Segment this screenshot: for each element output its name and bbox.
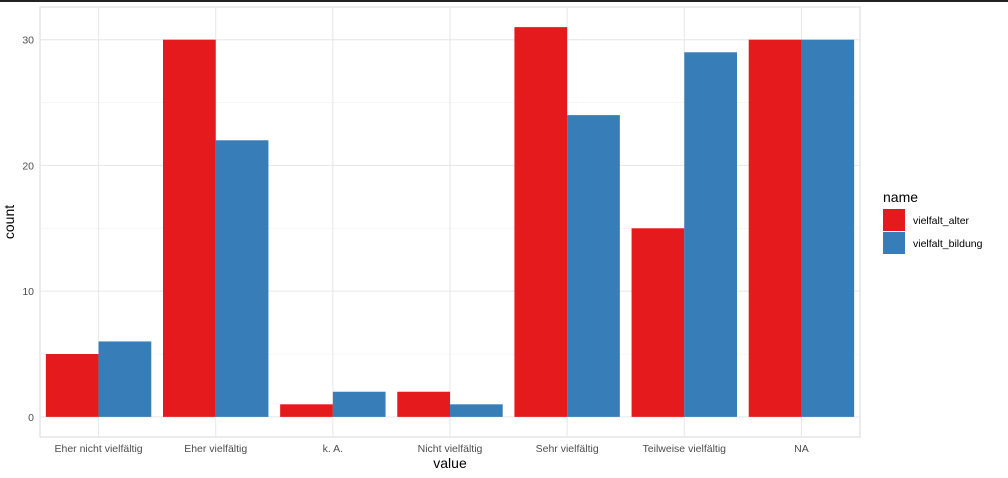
x-tick-labels: Eher nicht vielfältig Eher vielfältig k. A… (55, 443, 809, 455)
bar-vielfalt_bildung-5 (684, 52, 737, 417)
bars (45, 27, 855, 417)
x-tick-label: Eher vielfältig (184, 443, 247, 455)
bar-vielfalt_bildung-0 (98, 341, 152, 417)
legend-title: name (883, 189, 918, 205)
y-axis-title: count (1, 205, 17, 239)
bar-vielfalt_bildung-1 (215, 140, 269, 417)
legend-key-vielfalt_alter (883, 209, 905, 231)
bar-vielfalt_alter-3 (397, 391, 450, 417)
bar-vielfalt_bildung-4 (567, 115, 620, 417)
bar-vielfalt_bildung-3 (450, 404, 503, 417)
legend-label-vielfalt_bildung: vielfalt_bildung (913, 238, 983, 250)
x-tick-label: NA (794, 443, 809, 455)
x-tick-label: Nicht vielfältig (418, 443, 483, 455)
y-tick-label: 30 (22, 35, 34, 47)
bar-vielfalt_alter-4 (514, 27, 568, 417)
top-border (0, 0, 1008, 2)
x-axis-title: value (433, 455, 467, 471)
bar-vielfalt_bildung-6 (801, 39, 855, 417)
bar-vielfalt_alter-1 (163, 39, 216, 417)
bar-vielfalt_alter-2 (280, 404, 333, 417)
y-tick-label: 10 (22, 286, 34, 298)
x-tick-label: k. A. (323, 443, 343, 455)
bar-vielfalt_alter-6 (748, 39, 802, 417)
bar-vielfalt_alter-0 (45, 354, 99, 417)
y-tick-label: 20 (22, 160, 34, 172)
x-tick-label: Eher nicht vielfältig (55, 443, 143, 455)
legend-label-vielfalt_alter: vielfalt_alter (913, 215, 970, 227)
y-tick-label: 0 (28, 412, 34, 424)
x-tick-label: Teilweise vielfältig (643, 443, 727, 455)
bar-vielfalt_bildung-2 (332, 391, 386, 417)
legend-key-vielfalt_bildung (883, 232, 905, 254)
x-tick-label: Sehr vielfältig (536, 443, 599, 455)
bar-vielfalt_alter-5 (631, 228, 685, 417)
legend: name vielfalt_alter vielfalt_bildung (883, 189, 983, 254)
y-tick-labels: 0 10 20 30 (22, 35, 34, 424)
